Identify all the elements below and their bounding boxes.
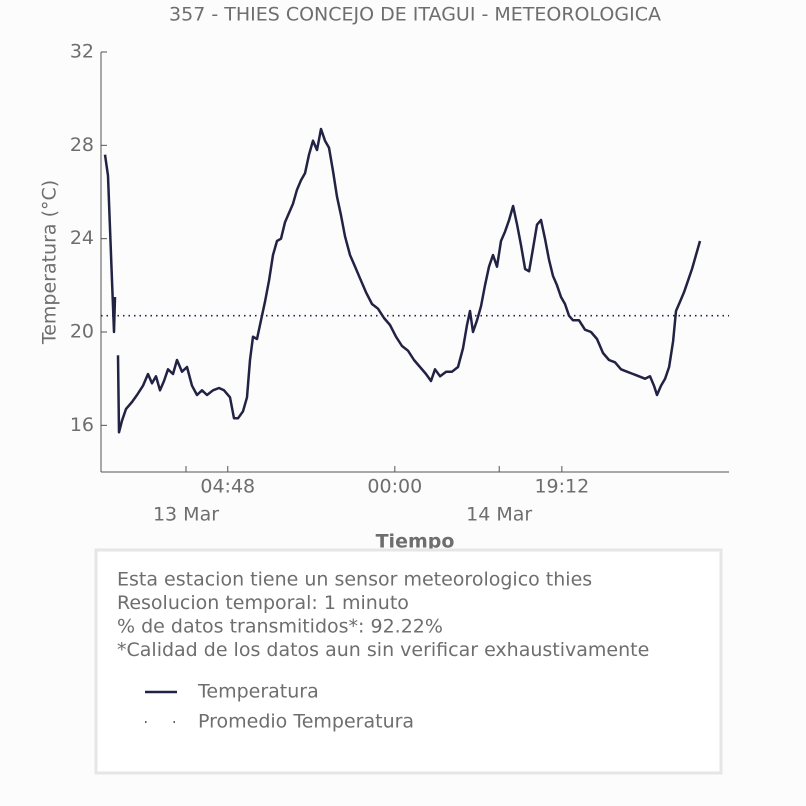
legend-label: Promedio Temperatura [198,711,414,733]
y-tick-label: 28 [70,134,94,156]
date-tick-label: 13 Mar [153,504,219,526]
x-tick-label: 00:00 [367,476,422,498]
legend-label: Temperatura [197,681,319,703]
chart-title: 357 - THIES CONCEJO DE ITAGUI - METEOROL… [169,4,661,26]
temperature-line [103,127,702,434]
y-axis-label: Temperatura (°C) [39,180,61,345]
x-tick-label: 04:48 [200,476,255,498]
info-note: % de datos transmitidos*: 92.22% [117,616,443,638]
info-note: Resolucion temporal: 1 minuto [117,592,409,614]
y-tick-label: 24 [70,227,94,249]
y-tick-label: 20 [70,321,94,343]
date-tick-label: 14 Mar [466,504,532,526]
y-tick-label: 16 [70,414,94,436]
info-note: *Calidad de los datos aun sin verificar … [117,639,649,661]
x-tick-label: 19:12 [534,476,589,498]
x-axis-label: Tiempo [376,531,455,553]
info-note: Esta estacion tiene un sensor meteorolog… [117,569,592,591]
info-box [94,548,723,775]
y-tick-label: 32 [70,41,94,63]
